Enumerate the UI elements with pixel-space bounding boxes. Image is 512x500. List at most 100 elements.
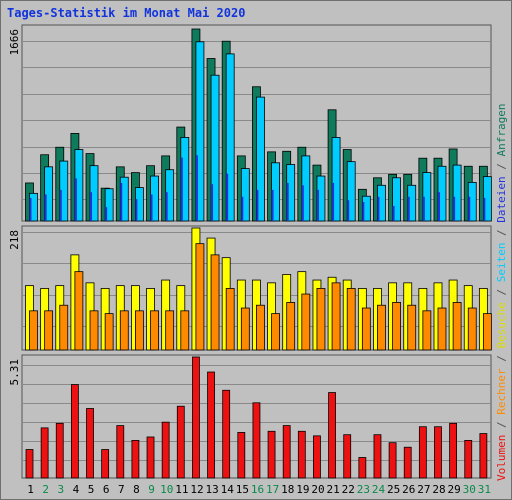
bar-dateien xyxy=(104,188,114,222)
bar-rechner xyxy=(240,307,250,351)
legend-entry: / xyxy=(495,355,508,368)
bar-rechner xyxy=(467,307,477,351)
bar-volumen xyxy=(267,430,276,479)
day-label: 3 xyxy=(58,483,65,496)
bar-volumen xyxy=(358,457,367,479)
day-label: 8 xyxy=(133,483,140,496)
bar-dateien xyxy=(210,74,220,222)
day-label: 13 xyxy=(205,483,218,496)
bar-dateien xyxy=(422,172,432,222)
bar-rechner xyxy=(135,310,144,351)
legend-entry: Rechner xyxy=(495,368,508,421)
day-label: 19 xyxy=(296,483,309,496)
bar-volumen xyxy=(388,442,397,479)
bar-volumen xyxy=(55,422,64,479)
bar-dateien xyxy=(452,164,462,222)
bar-rechner xyxy=(331,282,341,351)
bar-rechner xyxy=(256,304,265,351)
bar-volumen xyxy=(449,422,458,479)
bar-volumen xyxy=(282,425,291,479)
bar-seiten xyxy=(165,192,168,221)
bar-volumen xyxy=(70,384,79,479)
bar-seiten xyxy=(226,173,229,221)
bar-dateien xyxy=(225,53,235,222)
bar-volumen xyxy=(116,425,125,479)
bar-rechner xyxy=(180,310,190,351)
right-axis-legend: Volumen / Rechner / Besuche / Seiten / D… xyxy=(495,103,508,481)
bar-seiten xyxy=(90,192,93,221)
bar-seiten xyxy=(180,157,183,221)
bar-rechner xyxy=(301,293,311,351)
bar-rechner xyxy=(44,310,54,351)
bar-volumen xyxy=(252,402,261,479)
bar-volumen xyxy=(101,449,110,479)
max-label-middle: 218 xyxy=(8,230,21,250)
day-label: 14 xyxy=(221,483,235,496)
legend-entry: / xyxy=(495,421,508,434)
bar-seiten xyxy=(59,189,62,221)
max-label-top: 1666 xyxy=(8,29,21,56)
bar-seiten xyxy=(453,196,456,221)
day-label: 16 xyxy=(251,483,264,496)
day-label: 7 xyxy=(118,483,125,496)
bar-volumen xyxy=(328,392,336,479)
bar-rechner xyxy=(195,243,205,351)
bar-volumen xyxy=(418,426,427,479)
bar-volumen xyxy=(146,436,155,479)
day-label: 21 xyxy=(327,483,340,496)
bar-seiten xyxy=(29,197,32,221)
day-label: 17 xyxy=(266,483,279,496)
bar-dateien xyxy=(392,177,401,222)
bar-seiten xyxy=(332,182,335,221)
day-label: 4 xyxy=(73,483,80,496)
day-label: 29 xyxy=(448,483,461,496)
bar-seiten xyxy=(437,192,440,221)
day-label: 1 xyxy=(27,483,34,496)
day-label: 30 xyxy=(463,483,476,496)
bar-rechner xyxy=(346,288,356,351)
bar-rechner xyxy=(150,310,159,351)
day-label: 15 xyxy=(236,483,249,496)
bar-seiten xyxy=(241,196,244,221)
bar-volumen xyxy=(86,408,94,479)
bar-rechner xyxy=(286,302,296,351)
bar-seiten xyxy=(135,199,138,221)
day-label: 10 xyxy=(160,483,173,496)
bar-volumen xyxy=(434,426,442,479)
bar-rechner xyxy=(392,302,401,351)
bar-seiten xyxy=(105,207,108,221)
bar-rechner xyxy=(89,310,99,351)
bar-seiten xyxy=(74,178,77,221)
day-label: 22 xyxy=(342,483,355,496)
day-label: 23 xyxy=(357,483,370,496)
bar-seiten xyxy=(256,189,259,221)
bar-rechner xyxy=(271,313,280,351)
bar-seiten xyxy=(362,201,365,221)
legend-entry: Volumen xyxy=(495,435,508,481)
bar-rechner xyxy=(316,288,326,351)
bar-rechner xyxy=(29,310,38,351)
bar-volumen xyxy=(192,356,200,479)
day-label: 6 xyxy=(103,483,110,496)
bar-volumen xyxy=(237,432,246,479)
bar-volumen xyxy=(313,435,321,479)
day-label: 12 xyxy=(190,483,203,496)
bar-volumen xyxy=(176,405,185,479)
bar-rechner xyxy=(437,307,447,351)
bar-seiten xyxy=(392,206,395,221)
legend-entry: / xyxy=(495,289,508,302)
bar-volumen xyxy=(479,433,488,479)
day-label: 9 xyxy=(148,483,155,496)
bar-seiten xyxy=(301,185,304,221)
bar-volumen xyxy=(161,421,170,479)
bar-seiten xyxy=(347,200,350,221)
bar-rechner xyxy=(225,288,235,351)
bar-seiten xyxy=(468,196,471,221)
bar-dateien xyxy=(346,161,356,222)
bar-volumen xyxy=(373,434,382,479)
day-label: 24 xyxy=(372,483,386,496)
day-label: 20 xyxy=(311,483,324,496)
bar-dateien xyxy=(240,168,250,222)
bar-seiten xyxy=(150,194,153,221)
bar-seiten xyxy=(271,189,274,221)
